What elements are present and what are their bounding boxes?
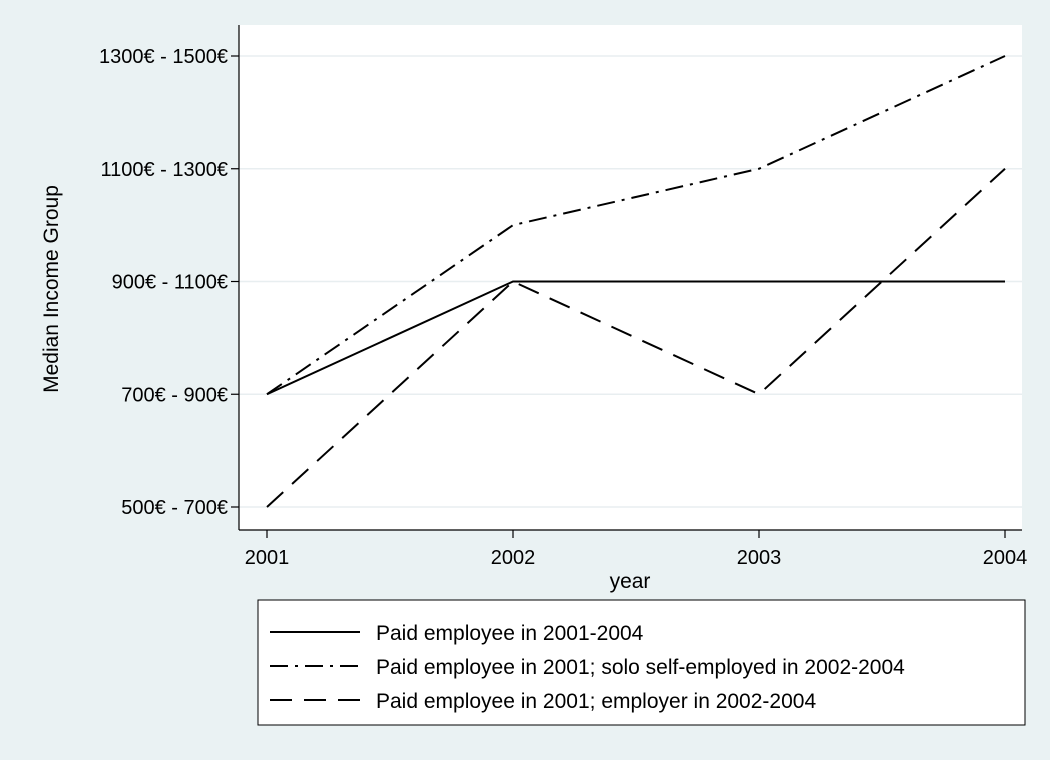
legend-label-3: Paid employee in 2001; employer in 2002-… [376,690,816,713]
y-tick-label: 500€ - 700€ [121,497,228,519]
x-tick-label: 2004 [983,547,1028,569]
x-axis: 2001 2002 2003 2004 [245,530,1028,569]
x-tick-label: 2003 [737,547,782,569]
legend-box [257,599,1026,726]
x-tick-label: 2001 [245,547,290,569]
plot-area [239,25,1022,530]
series-group [266,55,1006,508]
series-line-2 [266,55,1006,396]
y-tick-label: 1300€ - 1500€ [99,46,228,68]
legend: Paid employee in 2001-2004 Paid employee … [257,599,1026,726]
legend-label-2: Paid employee in 2001; solo self-employe… [376,656,905,679]
y-tick-label: 700€ - 900€ [121,384,228,406]
series-line-1 [266,280,1005,396]
x-axis-title: year [610,570,651,593]
axes [238,25,1022,531]
y-tick-label: 1100€ - 1300€ [100,159,228,181]
y-axis-title: Median Income Group [40,185,63,393]
y-axis: 500€ - 700€ 700€ - 900€ 900€ - 1100€ 1100€ … [99,46,239,519]
y-tick-label: 900€ - 1100€ [112,272,228,294]
legend-label-1: Paid employee in 2001-2004 [376,622,644,645]
x-tick-label: 2002 [491,547,536,569]
